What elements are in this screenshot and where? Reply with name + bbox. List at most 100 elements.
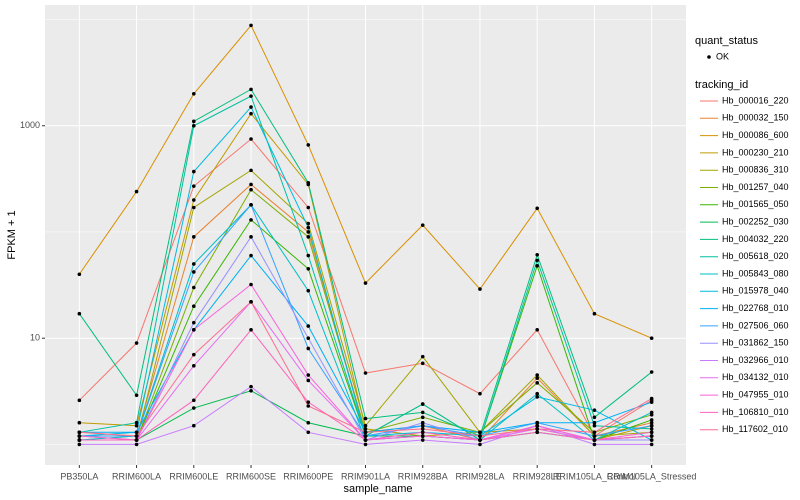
x-tick-label: RRIM928LE <box>513 471 562 481</box>
point <box>134 430 139 435</box>
point <box>306 378 311 383</box>
legend-label: Hb_002252_030 <box>722 216 789 226</box>
legend-label: Hb_047955_010 <box>722 389 789 399</box>
point <box>649 400 654 404</box>
point <box>306 225 311 230</box>
point <box>249 87 253 92</box>
point <box>478 287 482 291</box>
point <box>306 143 311 147</box>
point <box>77 272 82 277</box>
legend-label: Hb_000032_150 <box>722 113 789 123</box>
point <box>192 262 196 266</box>
point <box>535 423 539 428</box>
point <box>77 398 82 403</box>
point <box>535 395 539 399</box>
point <box>134 438 139 442</box>
point <box>134 189 139 194</box>
point <box>592 442 597 447</box>
point <box>363 434 368 438</box>
point <box>535 376 539 381</box>
point <box>306 324 311 328</box>
point <box>478 442 482 447</box>
x-tick-label: RRIM600SE <box>226 471 276 481</box>
point <box>306 205 311 210</box>
point <box>649 430 654 435</box>
point <box>249 253 253 258</box>
legend-label: Hb_015978_040 <box>722 286 789 296</box>
point <box>77 311 82 316</box>
y-tick-label: 1000 <box>20 120 40 130</box>
point <box>192 398 196 403</box>
point <box>306 253 311 258</box>
point <box>535 373 539 377</box>
legend-label: Hb_005843_080 <box>722 268 789 278</box>
legend-label: Hb_034132_010 <box>722 372 789 382</box>
point <box>192 423 196 428</box>
point <box>649 442 654 447</box>
point <box>649 423 654 428</box>
legend-point <box>707 55 711 59</box>
point <box>649 418 654 422</box>
point <box>249 105 253 109</box>
point <box>134 393 139 398</box>
point <box>478 430 482 435</box>
legend-label: Hb_027506_060 <box>722 320 789 330</box>
point <box>306 288 311 293</box>
point <box>249 384 253 389</box>
point <box>306 336 311 340</box>
point <box>192 235 196 239</box>
point <box>535 427 539 431</box>
point <box>249 203 253 207</box>
point <box>249 388 253 393</box>
point <box>306 346 311 351</box>
point <box>249 327 253 332</box>
point <box>306 235 311 239</box>
point <box>592 438 597 442</box>
point <box>192 285 196 290</box>
point <box>478 434 482 438</box>
legend-label: Hb_031862_150 <box>722 338 789 348</box>
point <box>134 423 139 428</box>
point <box>420 402 425 406</box>
point <box>192 198 196 202</box>
point <box>192 363 196 368</box>
point <box>192 119 196 124</box>
legend-label: Hb_117602_010 <box>722 424 788 434</box>
point <box>77 442 82 447</box>
point <box>420 427 425 431</box>
x-tick-label: RRIM105LA_Stressed <box>607 471 697 481</box>
point <box>249 94 253 98</box>
point <box>363 371 368 375</box>
point <box>535 430 539 435</box>
point <box>535 258 539 263</box>
legend-label: Hb_005618_020 <box>722 251 789 261</box>
point <box>192 169 196 174</box>
point <box>192 406 196 410</box>
point <box>420 361 425 366</box>
point <box>249 218 253 222</box>
point <box>192 352 196 357</box>
point <box>306 181 311 185</box>
point <box>249 182 253 187</box>
point <box>249 187 253 192</box>
point <box>649 434 654 438</box>
point <box>249 300 253 304</box>
point <box>420 423 425 428</box>
point <box>592 415 597 420</box>
point <box>134 442 139 447</box>
point <box>77 420 82 425</box>
point <box>306 230 311 234</box>
point <box>535 420 539 425</box>
x-tick-label: RRIM600LA <box>112 471 161 481</box>
point <box>249 168 253 173</box>
legend-label: Hb_001565_050 <box>722 199 789 209</box>
point <box>420 430 425 435</box>
point <box>192 320 196 325</box>
point <box>420 420 425 425</box>
point <box>363 427 368 431</box>
point <box>249 111 253 116</box>
legend-label: OK <box>716 51 729 61</box>
point <box>134 341 139 345</box>
point <box>592 311 597 316</box>
point <box>306 400 311 404</box>
